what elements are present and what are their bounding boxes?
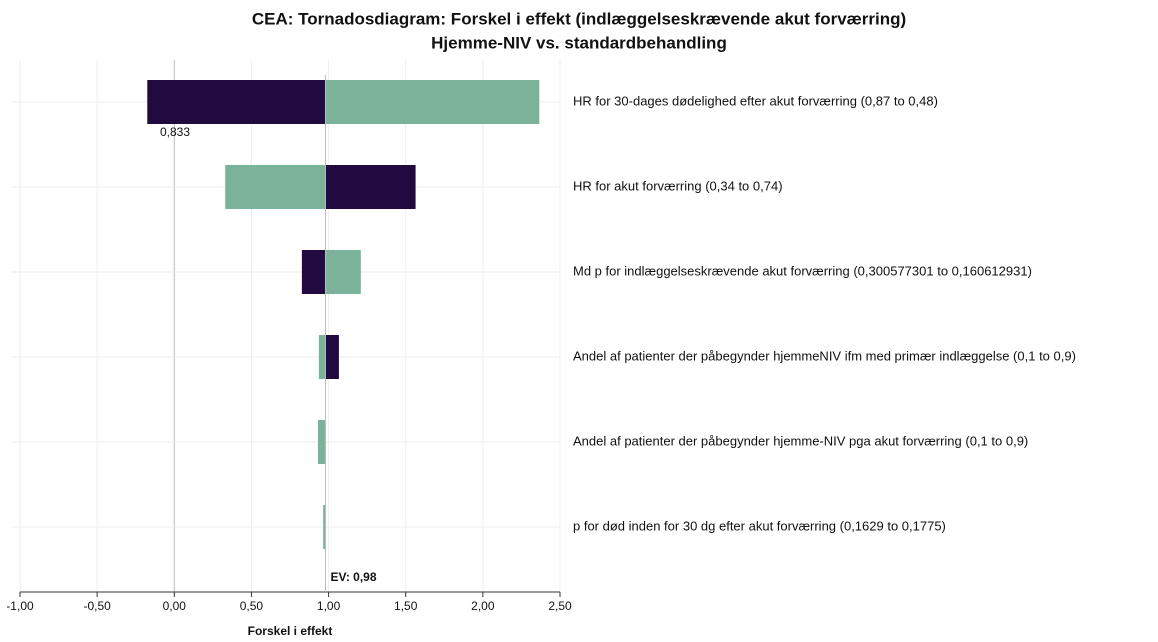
bar: [325, 250, 361, 294]
x-tick-label: -1,00: [6, 599, 34, 613]
bar: [325, 165, 416, 209]
row-label: HR for 30-dages dødelighed efter akut fo…: [573, 93, 938, 108]
row-label: Md p for indlæggelseskrævende akut forvæ…: [573, 263, 1032, 278]
ev-label: EV: 0,98: [330, 570, 376, 584]
row-label: Andel af patienter der påbegynder hjemme…: [573, 433, 1028, 448]
x-tick-label: 1,50: [394, 599, 418, 613]
x-tick-label: -0,50: [83, 599, 111, 613]
bar: [317, 420, 326, 464]
bar: [301, 250, 326, 294]
annotation: 0,833: [160, 125, 190, 139]
bar: [325, 335, 339, 379]
x-axis-title: Forskel i effekt: [248, 624, 333, 638]
bar: [325, 80, 540, 124]
row-label: Andel af patienter der påbegynder hjemme…: [573, 348, 1076, 363]
row-label: p for død inden for 30 dg efter akut for…: [573, 518, 946, 533]
bar: [318, 335, 326, 379]
x-tick-label: 2,00: [471, 599, 495, 613]
bar: [225, 165, 326, 209]
row-label: HR for akut forværring (0,34 to 0,74): [573, 178, 783, 193]
x-tick-label: 0,00: [163, 599, 187, 613]
x-tick-label: 0,50: [240, 599, 264, 613]
chart-subtitle: Hjemme-NIV vs. standardbehandling: [431, 33, 727, 52]
chart-title: CEA: Tornadosdiagram: Forskel i effekt (…: [252, 9, 906, 28]
bar: [323, 505, 326, 549]
x-tick-label: 2,50: [548, 599, 572, 613]
x-tick-label: 1,00: [317, 599, 341, 613]
bar: [147, 80, 326, 124]
